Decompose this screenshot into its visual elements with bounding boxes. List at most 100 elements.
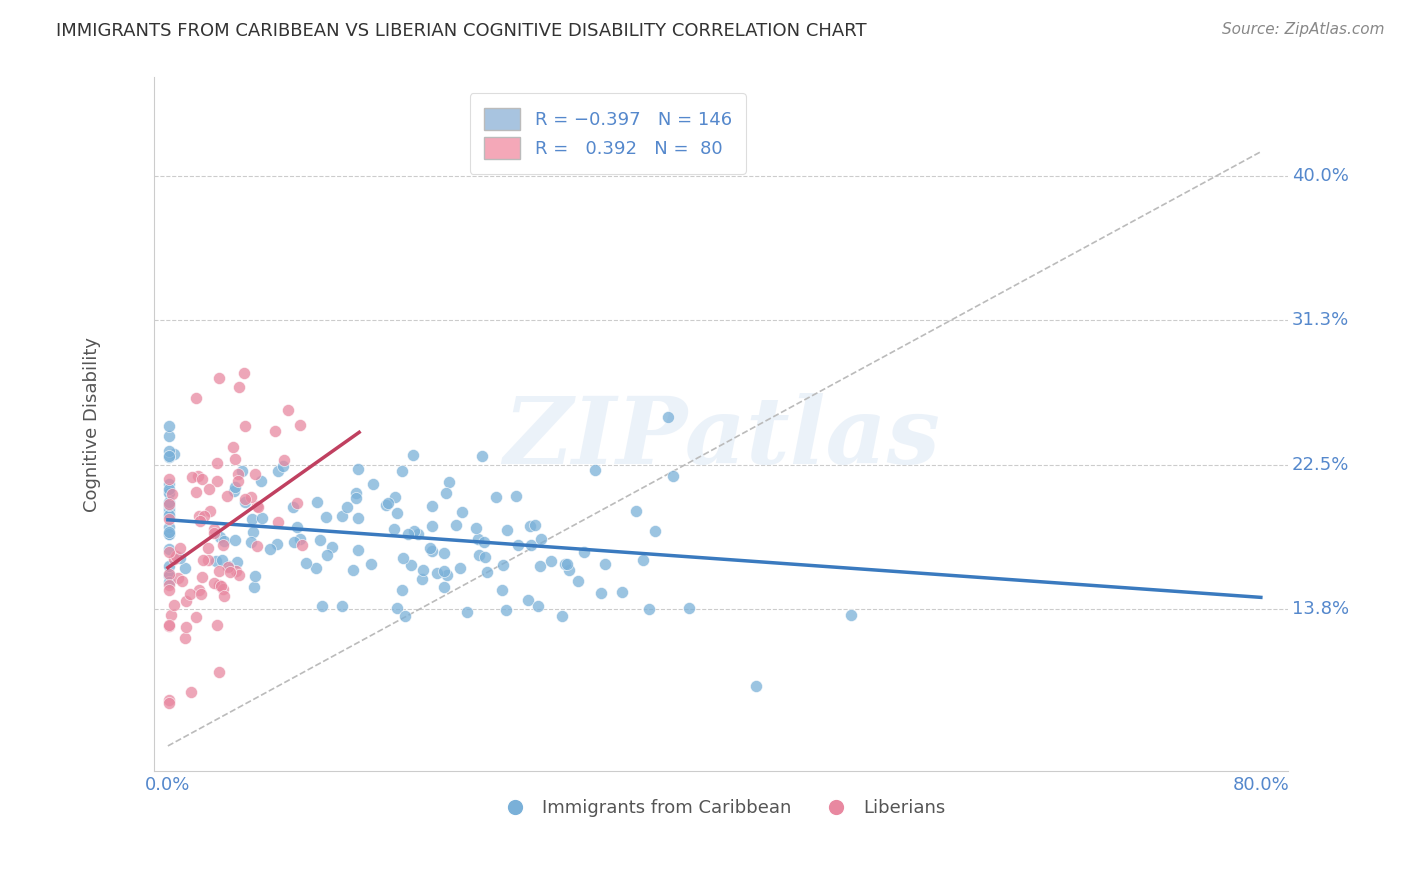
- Point: [167, 571, 190, 585]
- Point: [285, 495, 308, 509]
- Point: [163, 552, 186, 566]
- Point: [225, 564, 247, 578]
- Point: [157, 578, 180, 592]
- Point: [174, 620, 197, 634]
- Point: [375, 498, 398, 512]
- Point: [277, 403, 299, 417]
- Point: [169, 541, 191, 555]
- Point: [558, 563, 581, 577]
- Point: [330, 599, 353, 613]
- Point: [239, 535, 262, 549]
- Point: [347, 542, 370, 557]
- Point: [402, 448, 425, 462]
- Point: [224, 451, 246, 466]
- Point: [394, 609, 416, 624]
- Point: [205, 617, 228, 632]
- Point: [165, 549, 187, 563]
- Text: 40.0%: 40.0%: [1292, 168, 1348, 186]
- Point: [187, 509, 209, 524]
- Point: [336, 500, 359, 514]
- Point: [420, 500, 443, 514]
- Point: [305, 561, 328, 575]
- Point: [572, 545, 595, 559]
- Point: [157, 520, 180, 534]
- Point: [202, 576, 225, 591]
- Point: [211, 552, 233, 566]
- Point: [193, 553, 215, 567]
- Point: [157, 429, 180, 443]
- Point: [420, 544, 443, 558]
- Point: [208, 578, 231, 592]
- Point: [205, 554, 228, 568]
- Point: [246, 539, 269, 553]
- Text: Cognitive Disability: Cognitive Disability: [83, 336, 101, 512]
- Point: [273, 453, 295, 467]
- Point: [406, 527, 429, 541]
- Point: [160, 486, 183, 500]
- Text: 13.8%: 13.8%: [1292, 600, 1348, 618]
- Point: [246, 500, 269, 515]
- Point: [180, 470, 202, 484]
- Point: [217, 560, 239, 574]
- Point: [157, 566, 180, 581]
- Point: [157, 569, 180, 583]
- Point: [240, 512, 263, 526]
- Text: Source: ZipAtlas.com: Source: ZipAtlas.com: [1222, 22, 1385, 37]
- Text: 22.5%: 22.5%: [1292, 457, 1348, 475]
- Point: [467, 548, 489, 562]
- Point: [163, 598, 186, 612]
- Point: [188, 582, 211, 597]
- Point: [266, 536, 288, 550]
- Point: [411, 572, 433, 586]
- Point: [197, 541, 219, 555]
- Point: [419, 541, 441, 556]
- Point: [285, 519, 308, 533]
- Point: [344, 491, 367, 505]
- Point: [240, 490, 263, 504]
- Text: IMMIGRANTS FROM CARIBBEAN VS LIBERIAN COGNITIVE DISABILITY CORRELATION CHART: IMMIGRANTS FROM CARIBBEAN VS LIBERIAN CO…: [56, 22, 868, 40]
- Point: [157, 504, 180, 518]
- Point: [474, 550, 496, 565]
- Point: [420, 518, 443, 533]
- Point: [157, 485, 180, 500]
- Point: [551, 608, 574, 623]
- Point: [283, 534, 305, 549]
- Point: [485, 490, 508, 504]
- Point: [157, 472, 180, 486]
- Point: [157, 483, 180, 498]
- Point: [633, 553, 655, 567]
- Point: [557, 557, 579, 571]
- Point: [391, 464, 413, 478]
- Point: [157, 574, 180, 589]
- Point: [662, 468, 685, 483]
- Point: [174, 631, 197, 645]
- Point: [197, 553, 219, 567]
- Point: [169, 551, 191, 566]
- Point: [157, 419, 180, 434]
- Point: [344, 486, 367, 500]
- Point: [524, 518, 547, 533]
- Point: [218, 566, 240, 580]
- Point: [188, 514, 211, 528]
- Point: [222, 440, 245, 454]
- Point: [157, 559, 180, 574]
- Point: [186, 391, 208, 405]
- Point: [638, 602, 661, 616]
- Point: [391, 550, 413, 565]
- Point: [294, 556, 316, 570]
- Point: [228, 467, 250, 481]
- Point: [315, 509, 337, 524]
- Point: [433, 564, 456, 578]
- Point: [492, 558, 515, 572]
- Point: [233, 419, 256, 434]
- Point: [157, 508, 180, 523]
- Point: [363, 476, 385, 491]
- Point: [382, 522, 405, 536]
- Point: [205, 456, 228, 470]
- Point: [157, 483, 180, 497]
- Point: [396, 527, 419, 541]
- Point: [226, 475, 249, 489]
- Point: [464, 520, 486, 534]
- Point: [157, 476, 180, 491]
- Point: [377, 496, 399, 510]
